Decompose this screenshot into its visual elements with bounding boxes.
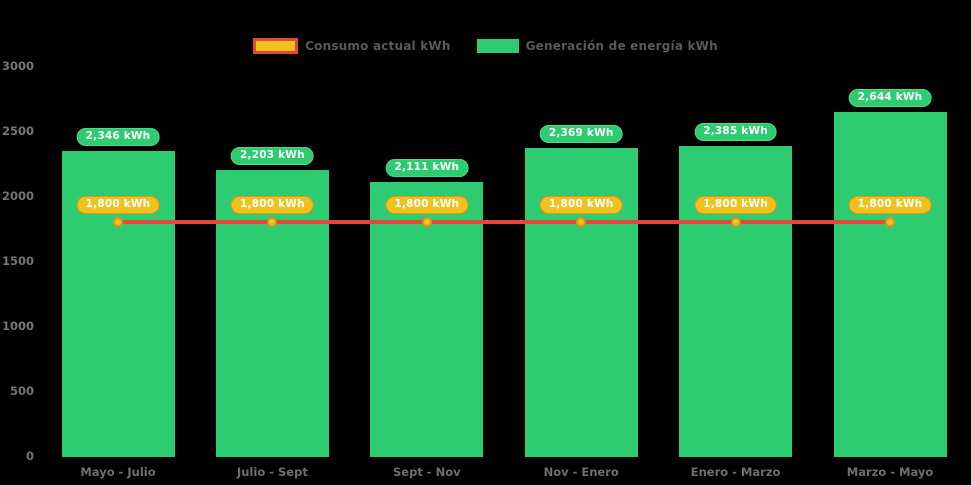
y-axis-tick-label: 1000: [1, 319, 34, 333]
x-axis-label-Mayo - Julio: Mayo - Julio: [80, 465, 156, 479]
x-axis-label-Julio - Sept: Julio - Sept: [236, 465, 308, 479]
consumption-value-badge: 1,800 kWh: [694, 196, 777, 214]
legend-label-generacion: Generación de energía kWh: [525, 39, 718, 53]
consumption-point-marker[interactable]: [421, 217, 432, 227]
consumption-value-badge: 1,800 kWh: [231, 196, 314, 214]
legend-item-consumo[interactable]: Consumo actual kWh: [253, 38, 450, 54]
consumption-point-marker[interactable]: [730, 217, 741, 227]
consumption-point-marker[interactable]: [267, 217, 278, 227]
y-axis-tick-label: 0: [25, 449, 34, 463]
y-axis-tick-label: 1500: [1, 254, 34, 268]
generation-value-badge: 2,385 kWh: [694, 122, 777, 141]
bar-Sept - Nov[interactable]: [370, 181, 484, 457]
legend-swatch-generacion-icon: [476, 39, 519, 53]
consumption-value-badge: 1,800 kWh: [385, 196, 469, 214]
x-axis-label-Enero - Marzo: Enero - Marzo: [690, 465, 781, 479]
generation-value-badge: 2,203 kWh: [231, 146, 314, 165]
consumption-line: [118, 220, 890, 224]
generation-value-badge: 2,644 kWh: [848, 89, 932, 108]
consumption-value-badge: 1,800 kWh: [539, 196, 623, 214]
consumption-value-badge: 1,800 kWh: [848, 196, 932, 214]
bar-Nov - Enero[interactable]: [524, 148, 638, 457]
y-axis-tick-label: 3000: [1, 59, 34, 73]
y-axis-tick-label: 2000: [1, 189, 34, 203]
bar-Marzo - Mayo[interactable]: [833, 112, 947, 457]
generation-value-badge: 2,111 kWh: [385, 158, 469, 177]
consumption-point-marker[interactable]: [885, 217, 895, 227]
legend-item-generacion[interactable]: Generación de energía kWh: [476, 39, 718, 53]
x-axis-label-Nov - Enero: Nov - Enero: [543, 465, 619, 479]
consumption-value-badge: 1,800 kWh: [76, 196, 160, 214]
x-axis-label-Sept - Nov: Sept - Nov: [392, 465, 461, 479]
y-axis-tick-label: 2500: [1, 124, 34, 138]
consumption-point-marker[interactable]: [576, 217, 587, 227]
legend-swatch-consumo-icon: [253, 38, 299, 54]
legend-label-consumo: Consumo actual kWh: [305, 39, 451, 53]
y-axis-tick-label: 500: [9, 384, 34, 398]
x-axis-label-Marzo - Mayo: Marzo - Mayo: [846, 465, 934, 479]
generation-value-badge: 2,369 kWh: [539, 125, 623, 144]
chart-legend: Consumo actual kWh Generación de energía…: [0, 38, 971, 54]
bar-Enero - Marzo[interactable]: [679, 145, 793, 457]
generation-value-badge: 2,346 kWh: [76, 128, 160, 147]
consumption-point-marker[interactable]: [113, 217, 123, 227]
